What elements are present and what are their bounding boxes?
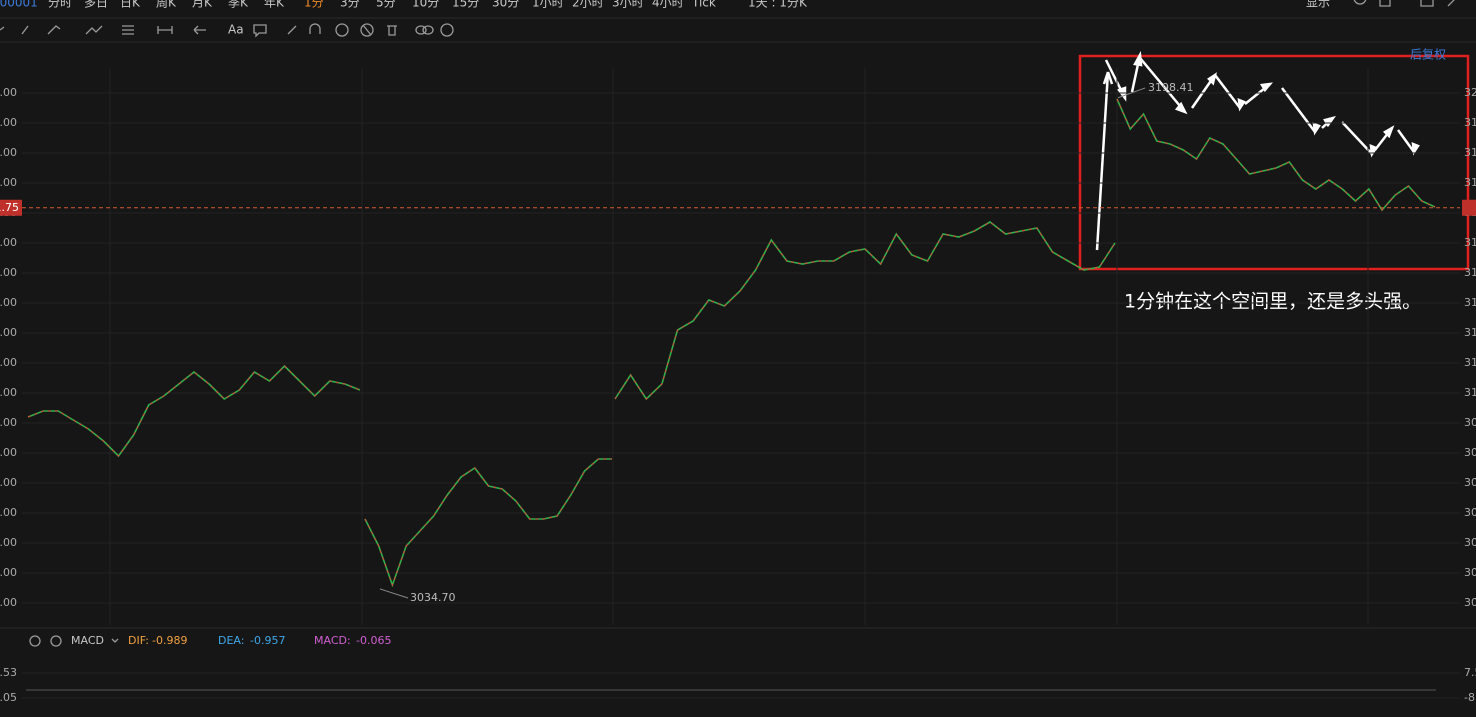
last-price-box	[0, 199, 22, 216]
period-tab[interactable]: 日K	[120, 0, 141, 10]
y-tick-label-right: 3090.00	[1464, 416, 1476, 429]
y-tick-label: 3190.00	[0, 116, 17, 129]
y-tick-label: 3120.00	[0, 326, 17, 339]
y-tick-label-right: 3040.00	[1464, 566, 1476, 579]
y-tick-label: 3140.00	[0, 266, 17, 279]
y-tick-label: 3110.00	[0, 356, 17, 369]
last-price-label: 3161.75	[0, 201, 19, 214]
price-line-overlay	[1116, 98, 1436, 211]
y-tick-label: 3150.00	[0, 236, 17, 249]
y-tick-label-right: 3110.00	[1464, 356, 1476, 369]
price-line-overlay	[364, 458, 612, 587]
period-tab[interactable]: 3分	[340, 0, 360, 10]
period-tab[interactable]: 4小时	[652, 0, 684, 10]
period-tab[interactable]: 3小时	[612, 0, 644, 10]
period-tab[interactable]: 5分	[376, 0, 396, 10]
period-tab[interactable]: 月K	[192, 0, 213, 10]
y-tick-label-right: 3170.00	[1464, 176, 1476, 189]
dea-label: DEA:	[218, 634, 244, 647]
high-label: 3198.41	[1148, 81, 1194, 94]
y-tick-label: 3090.00	[0, 416, 17, 429]
period-tab[interactable]: 1小时	[532, 0, 564, 10]
y-tick-label-right: 3140.00	[1464, 266, 1476, 279]
period-tab[interactable]: Tick	[691, 0, 716, 10]
annotation-text: 1分钟在这个空间里，还是多头强。	[1124, 291, 1421, 313]
dif-value: -0.989	[152, 634, 187, 647]
tool-icons[interactable]	[0, 23, 454, 37]
drawing-tools[interactable]	[0, 23, 454, 38]
text-tool[interactable]: Aa	[228, 23, 244, 37]
indicator-name[interactable]: MACD	[71, 634, 104, 647]
y-tick-label: 3130.00	[0, 296, 17, 309]
y-tick-label: 3040.00	[0, 566, 17, 579]
y-tick-label-right: 3080.00	[1464, 446, 1476, 459]
close-icon[interactable]	[50, 635, 62, 647]
macd-value: -0.065	[356, 634, 391, 647]
symbol[interactable]: 000001	[0, 0, 38, 10]
period-tab[interactable]: 30分	[492, 0, 519, 10]
macd-label: MACD:	[314, 634, 351, 647]
y-tick-label: 3050.00	[0, 536, 17, 549]
period-tab[interactable]: 1分	[304, 0, 324, 10]
y-tick-label-right: 3070.00	[1464, 476, 1476, 489]
price-line-overlay	[614, 221, 1116, 400]
settings-icon[interactable]	[29, 635, 41, 647]
high-marker	[1117, 87, 1146, 99]
note-icon[interactable]	[253, 24, 267, 38]
y-tick-label: 3170.00	[0, 176, 17, 189]
period-tab[interactable]: 季K	[228, 0, 249, 10]
y-tick-label-right: 3130.00	[1464, 296, 1476, 309]
y-tick-label-right: 3150.00	[1464, 236, 1476, 249]
period-tab[interactable]: 10分	[412, 0, 439, 10]
window-icons[interactable]	[1353, 0, 1458, 7]
range-select[interactable]: 1天 : 1分K	[748, 0, 808, 10]
y-tick-label-right: 3180.00	[1464, 146, 1476, 159]
y-tick-label-right: 3060.00	[1464, 506, 1476, 519]
y-tick-label-right: 3190.00	[1464, 116, 1476, 129]
macd-tick-label-right: 7.53	[1464, 666, 1476, 679]
highlight-box	[1078, 54, 1470, 271]
period-tab[interactable]: 周K	[156, 0, 177, 10]
y-tick-label: 3080.00	[0, 446, 17, 459]
period-tab[interactable]: 年K	[264, 0, 285, 10]
macd-tick-label: 7.53	[0, 666, 17, 679]
dropdown-icon[interactable]	[111, 638, 119, 643]
period-tab[interactable]: 分时	[48, 0, 72, 10]
adjust-toggle[interactable]: 后复权	[1410, 48, 1446, 62]
macd-tick-label: -8.05	[0, 691, 17, 704]
macd-tick-label-right: -8.05	[1464, 691, 1476, 704]
y-tick-label: 3070.00	[0, 476, 17, 489]
dea-value: -0.957	[250, 634, 285, 647]
y-tick-label-right: 3050.00	[1464, 536, 1476, 549]
last-price-box-right	[1462, 199, 1476, 216]
y-tick-label-right: 3120.00	[1464, 326, 1476, 339]
period-tab[interactable]: 2小时	[572, 0, 604, 10]
y-tick-label-right: 3030.00	[1464, 596, 1476, 609]
low-marker	[379, 588, 409, 599]
display-menu[interactable]: 显示	[1306, 0, 1330, 10]
y-tick-label: 3180.00	[0, 146, 17, 159]
low-label: 3034.70	[410, 591, 456, 604]
dif-label: DIF:	[128, 634, 149, 647]
period-tab[interactable]: 15分	[452, 0, 479, 10]
y-tick-label: 3060.00	[0, 506, 17, 519]
y-tick-label: 3030.00	[0, 596, 17, 609]
period-tab[interactable]: 多日	[84, 0, 108, 10]
price-line-overlay	[27, 365, 361, 457]
